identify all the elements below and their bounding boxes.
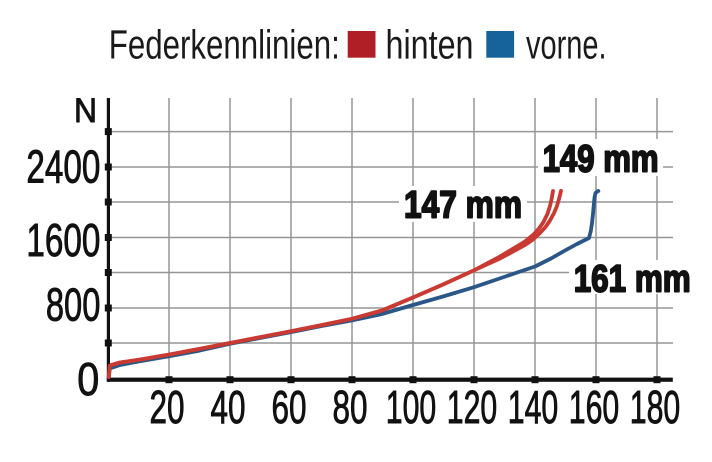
svg-text:N: N: [74, 92, 97, 130]
svg-text:40: 40: [211, 381, 246, 433]
svg-text:hinten: hinten: [386, 22, 474, 68]
svg-text:800: 800: [46, 278, 101, 330]
svg-text:80: 80: [333, 381, 368, 433]
svg-text:147 mm: 147 mm: [404, 184, 522, 226]
svg-text:0: 0: [77, 353, 99, 405]
svg-text:1600: 1600: [26, 214, 100, 266]
svg-text:20: 20: [150, 381, 185, 433]
svg-text:160: 160: [569, 381, 620, 433]
svg-text:120: 120: [447, 381, 498, 433]
svg-text:180: 180: [630, 381, 681, 433]
svg-text:149 mm: 149 mm: [543, 139, 659, 181]
svg-text:140: 140: [508, 381, 559, 433]
svg-text:161 mm: 161 mm: [574, 259, 691, 301]
svg-text:Federkennlinien:: Federkennlinien:: [109, 22, 340, 68]
svg-text:100: 100: [386, 381, 437, 433]
svg-text:2400: 2400: [26, 141, 100, 193]
svg-text:60: 60: [272, 381, 307, 433]
svg-text:vorne.: vorne.: [526, 22, 607, 68]
